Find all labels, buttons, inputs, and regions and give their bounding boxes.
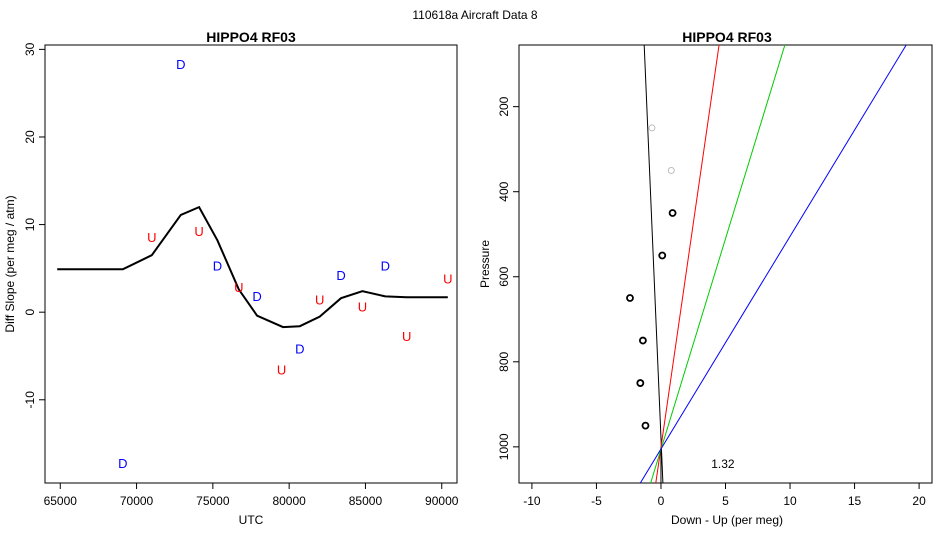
down-point: D	[176, 57, 185, 72]
up-point: U	[277, 362, 286, 377]
left-axes: 65000 70000 75000 80000 85000 90000 -10 0 10 20 30	[23, 42, 459, 508]
right-x-tick-label: -10	[523, 494, 541, 508]
up-point: U	[315, 292, 324, 307]
up-point: U	[234, 280, 243, 295]
right-panel: HIPPO4 RF03 Down - Up (per meg) Pressure…	[478, 29, 933, 527]
left-panel: HIPPO4 RF03 UTC Diff Slope (per meg / at…	[3, 29, 459, 527]
up-point: U	[443, 271, 452, 286]
left-x-tick-label: 65000	[44, 494, 78, 508]
right-x-tick-label: 0	[658, 494, 665, 508]
right-y-label: Pressure	[478, 240, 492, 288]
up-point: U	[147, 230, 156, 245]
left-x-tick-label: 90000	[425, 494, 459, 508]
right-plot-frame	[518, 44, 933, 484]
down-point: D	[336, 268, 345, 283]
red-fit-line	[655, 45, 720, 483]
left-y-tick-label: 20	[23, 130, 37, 144]
left-y-label: Diff Slope (per meg / atm)	[3, 195, 17, 332]
right-y-tick-label: 600	[497, 266, 511, 286]
black-fit-line	[643, 45, 664, 483]
down-point: D	[213, 258, 222, 273]
right-points	[626, 124, 677, 430]
left-x-tick-label: 85000	[349, 494, 383, 508]
pressure-point	[667, 166, 675, 174]
right-x-tick-label: 15	[848, 494, 862, 508]
right-y-tick-label: 800	[497, 351, 511, 371]
figure-suptitle: 110618a Aircraft Data 8	[412, 8, 538, 22]
pressure-point	[639, 336, 647, 345]
right-axes: -10 -5 0 5 10 15 20 200 400 600 800 1000	[497, 96, 926, 508]
left-x-label: UTC	[239, 513, 264, 527]
left-plot-frame	[44, 44, 458, 484]
pressure-point	[648, 124, 656, 132]
right-annotation: 1.32	[711, 457, 735, 471]
left-x-tick-label: 70000	[120, 494, 154, 508]
down-point: D	[118, 456, 127, 471]
pressure-point	[626, 294, 634, 302]
right-fit-lines	[639, 45, 907, 483]
left-y-tick-label: 0	[23, 309, 37, 316]
pressure-point	[641, 421, 650, 430]
pressure-point	[668, 209, 677, 217]
pressure-point	[636, 379, 645, 387]
pressure-point	[658, 251, 667, 260]
up-point: U	[358, 299, 367, 314]
left-y-tick-label: 10	[23, 218, 37, 232]
left-x-tick-label: 80000	[272, 494, 306, 508]
down-point: D	[252, 289, 261, 304]
right-x-tick-label: -5	[591, 494, 602, 508]
right-y-tick-label: 1000	[497, 433, 511, 460]
left-y-tick-label: 30	[23, 42, 37, 56]
down-point: D	[381, 258, 390, 273]
left-x-tick-label: 75000	[196, 494, 230, 508]
blue-fit-line	[639, 45, 907, 483]
right-y-tick-label: 200	[497, 96, 511, 116]
right-x-tick-label: 10	[783, 494, 797, 508]
up-point: U	[402, 329, 411, 344]
left-title: HIPPO4 RF03	[206, 29, 296, 45]
left-fit-line	[57, 205, 448, 329]
right-x-tick-label: 5	[722, 494, 729, 508]
left-y-tick-label: -10	[23, 391, 37, 409]
right-x-label: Down - Up (per meg)	[671, 513, 783, 527]
right-y-tick-label: 400	[497, 181, 511, 201]
green-fit-line	[650, 45, 786, 483]
right-title: HIPPO4 RF03	[682, 29, 772, 45]
up-point: U	[194, 224, 203, 239]
down-point: D	[295, 341, 304, 356]
right-x-tick-label: 20	[912, 494, 926, 508]
